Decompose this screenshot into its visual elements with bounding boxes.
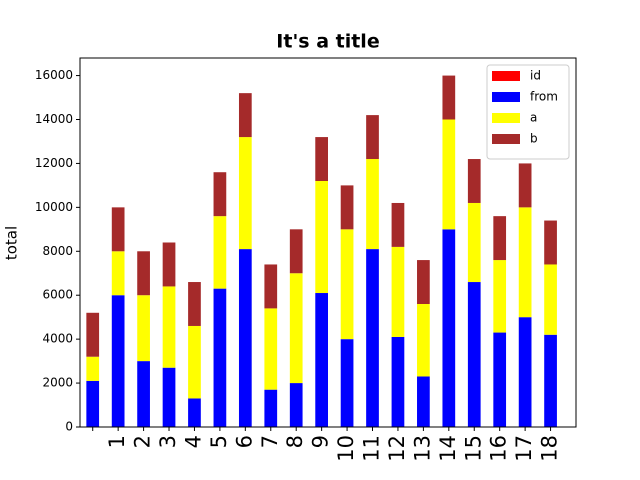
legend-swatch [492,134,520,144]
bar-segment [315,137,328,181]
bar-segment [544,334,557,427]
bar-segment [391,202,405,247]
bar-segment [518,317,532,427]
bar-segment [340,185,354,230]
legend-label: b [530,132,538,146]
x-tick-label: 5 [207,435,231,448]
y-tick-label: 8000 [42,244,73,258]
bar-segment [366,249,379,427]
x-tick-label: 11 [360,435,384,462]
x-tick-label: 16 [487,435,511,462]
bar-segment [417,376,430,427]
y-tick-label: 10000 [35,200,73,214]
bar-segment [238,249,252,427]
bar-segment [518,207,532,318]
y-tick-label: 16000 [35,68,73,82]
bar-segment [188,398,201,427]
bar-segment [391,336,405,427]
bar-segment [493,260,507,333]
x-tick-label: 1 [105,435,129,448]
bar-segment [391,246,405,337]
bar-segment [442,119,456,230]
x-tick-label: 15 [461,435,485,462]
bar-segment [442,229,456,427]
bar-segment [111,251,125,296]
bar-segment [137,295,150,362]
legend-label: from [530,90,558,104]
bar-segment [289,229,303,274]
bar-segment [544,264,557,335]
x-tick-label: 10 [334,435,358,462]
x-tick-label: 8 [283,435,307,448]
bar-segment [366,159,379,250]
y-axis-label: total [3,226,21,260]
x-tick-label: 2 [131,435,155,448]
y-tick-label: 12000 [35,156,73,170]
x-tick-label: 6 [232,435,256,448]
bar-segment [518,163,532,208]
bar-segment [417,260,430,304]
x-tick-label: 14 [436,435,460,462]
bar-segment [493,216,507,261]
y-tick-label: 0 [65,420,73,434]
y-tick-label: 2000 [42,376,73,390]
bar-segment [213,172,227,217]
bar-segment [467,202,481,283]
bar-segment [315,181,328,294]
chart-title: It's a title [276,31,379,53]
bar-segment [213,288,227,427]
bar-segment [188,282,201,326]
bar-segment [188,325,201,399]
bar-segment [162,286,176,368]
bar-segment [340,339,354,427]
bar-segment [238,93,252,138]
bar-segment [213,216,227,289]
bar-segment [442,75,456,120]
bar-segment [264,264,278,309]
bar-segment [289,273,303,384]
bar-segment [111,295,125,427]
bar-segment [544,220,557,265]
bar-segment [467,159,481,203]
bar-segment [264,308,278,390]
legend-swatch [492,113,520,123]
bar-segment [86,356,100,381]
legend-swatch [492,71,520,81]
x-tick-label: 3 [156,435,180,448]
x-tick-label: 13 [410,435,434,462]
x-tick-label: 7 [258,435,282,448]
bar-segment [340,229,354,340]
legend-swatch [492,92,520,102]
bar-segment [264,389,278,427]
bar-segment [366,115,379,160]
x-tick-label: 9 [309,435,333,448]
x-tick-label: 4 [181,435,205,448]
bar-segment [467,282,481,427]
bar-segment [417,304,430,377]
bar-segment [162,367,176,427]
axes-frame [79,57,577,428]
legend-label: a [530,111,537,125]
x-tick-label: 12 [385,435,409,462]
y-tick-label: 14000 [35,112,73,126]
bar-segment [315,293,328,427]
y-tick-label: 6000 [42,288,73,302]
bar-segment [86,380,100,427]
bar-segment [493,332,507,427]
bar-segment [162,242,176,287]
bar-segment [238,137,252,250]
x-tick-label: 17 [512,435,536,462]
x-tick-label: 18 [538,435,562,462]
y-tick-label: 4000 [42,332,73,346]
bar-segment [137,251,150,296]
bar-segment [86,312,100,357]
legend-label: id [530,69,541,83]
bar-segment [111,207,125,252]
bar-segment [289,383,303,427]
bar-segment [137,361,150,427]
